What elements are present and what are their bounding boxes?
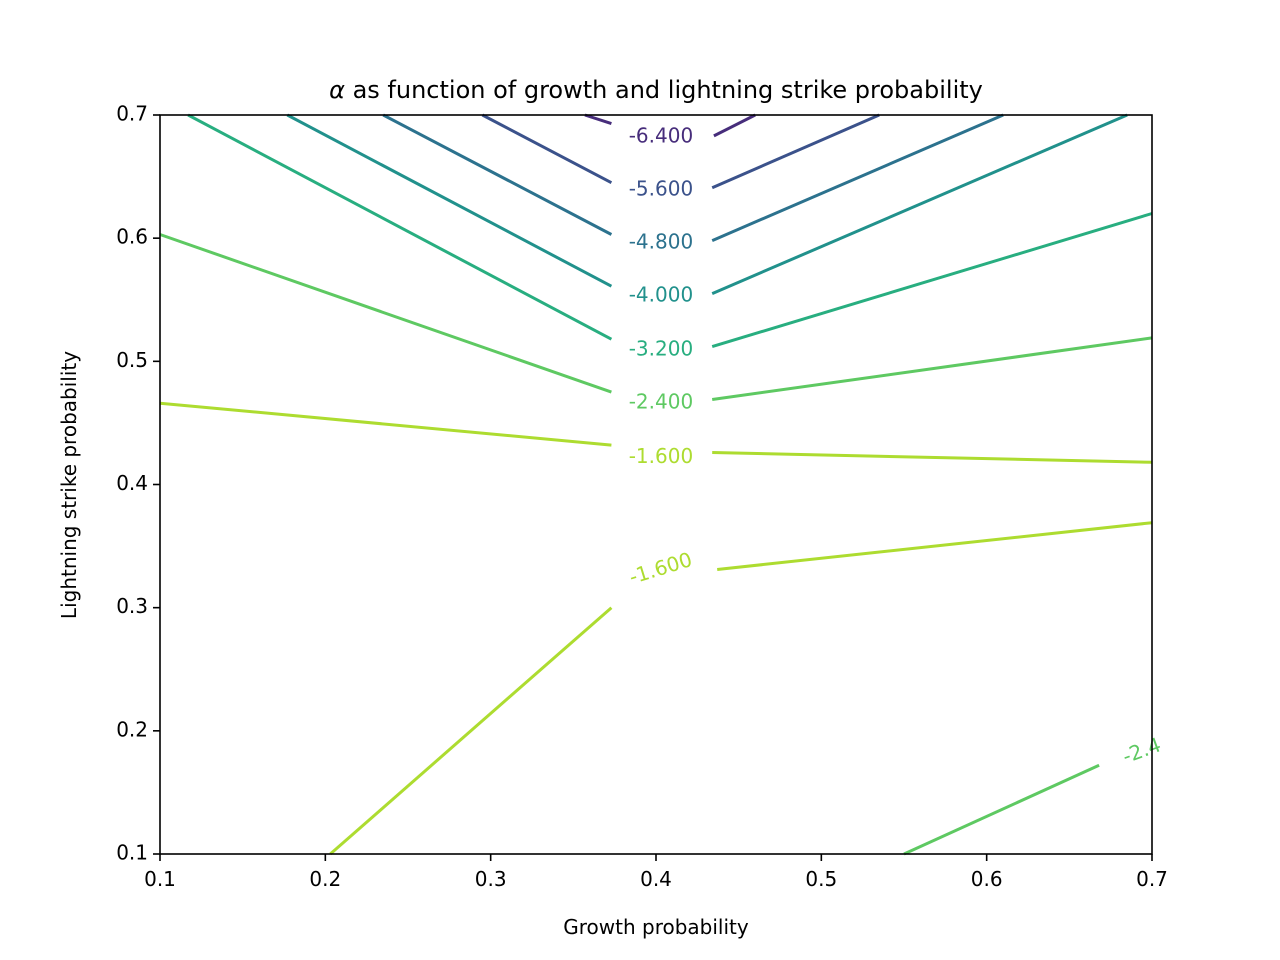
contour-label-4: -3.200 bbox=[629, 337, 693, 361]
y-axis-label: Lightning strike probability bbox=[57, 351, 81, 619]
x-tick-label-2: 0.3 bbox=[475, 867, 507, 891]
contour-line-0-0 bbox=[584, 113, 612, 126]
x-tick-label-4: 0.5 bbox=[805, 867, 837, 891]
y-tick-label-5: 0.6 bbox=[116, 225, 148, 249]
y-axis-ticks: 0.1 0.2 0.3 0.4 0.5 0.6 0.7 bbox=[116, 102, 160, 865]
contour-line-7-0 bbox=[329, 606, 613, 856]
title-text: as function of growth and lightning stri… bbox=[345, 76, 983, 104]
title-symbol: α bbox=[329, 76, 345, 104]
contour-line-0-1 bbox=[713, 113, 756, 138]
x-tick-label-6: 0.7 bbox=[1136, 867, 1168, 891]
contour-line-7-1 bbox=[717, 521, 1153, 571]
contour-line-6-0 bbox=[159, 401, 612, 447]
x-tick-label-0: 0.1 bbox=[144, 867, 176, 891]
x-axis-label: Growth probability bbox=[563, 915, 749, 939]
contour-label-0: -6.400 bbox=[629, 124, 693, 148]
y-tick-label-1: 0.2 bbox=[116, 717, 148, 741]
contour-label-2: -4.800 bbox=[629, 230, 693, 254]
y-tick-label-6: 0.7 bbox=[116, 102, 148, 126]
contour-line-4-1 bbox=[711, 212, 1153, 349]
contour-label-5: -2.400 bbox=[629, 390, 693, 414]
x-axis-ticks: 0.1 0.2 0.3 0.4 0.5 0.6 0.7 bbox=[144, 854, 1168, 891]
y-tick-label-2: 0.3 bbox=[116, 594, 148, 618]
contour-line-1-0 bbox=[481, 113, 613, 185]
contour-label-1: -5.600 bbox=[629, 177, 693, 201]
contour-line-1-1 bbox=[711, 113, 880, 190]
x-tick-label-5: 0.6 bbox=[971, 867, 1003, 891]
contour-line-3-0 bbox=[286, 113, 613, 288]
contour-line-2-1 bbox=[711, 113, 1004, 242]
x-tick-label-3: 0.4 bbox=[640, 867, 672, 891]
contour-line-5-1 bbox=[711, 336, 1153, 401]
contour-label-6: -1.600 bbox=[629, 444, 693, 468]
contour-line-3-1 bbox=[711, 113, 1128, 295]
contour-line-4-0 bbox=[187, 113, 613, 341]
contour-label-3: -4.000 bbox=[629, 283, 693, 307]
y-tick-label-3: 0.4 bbox=[116, 471, 148, 495]
contour-line-8-0 bbox=[903, 763, 1100, 856]
contour-line-2-0 bbox=[382, 113, 613, 236]
contour-line-6-1 bbox=[712, 451, 1153, 464]
contour-line-5-0 bbox=[159, 233, 612, 394]
chart-title: α as function of growth and lightning st… bbox=[329, 76, 983, 104]
contour-lines bbox=[159, 113, 1153, 856]
x-tick-label-1: 0.2 bbox=[309, 867, 341, 891]
y-tick-label-4: 0.5 bbox=[116, 348, 148, 372]
y-tick-label-0: 0.1 bbox=[116, 841, 148, 865]
